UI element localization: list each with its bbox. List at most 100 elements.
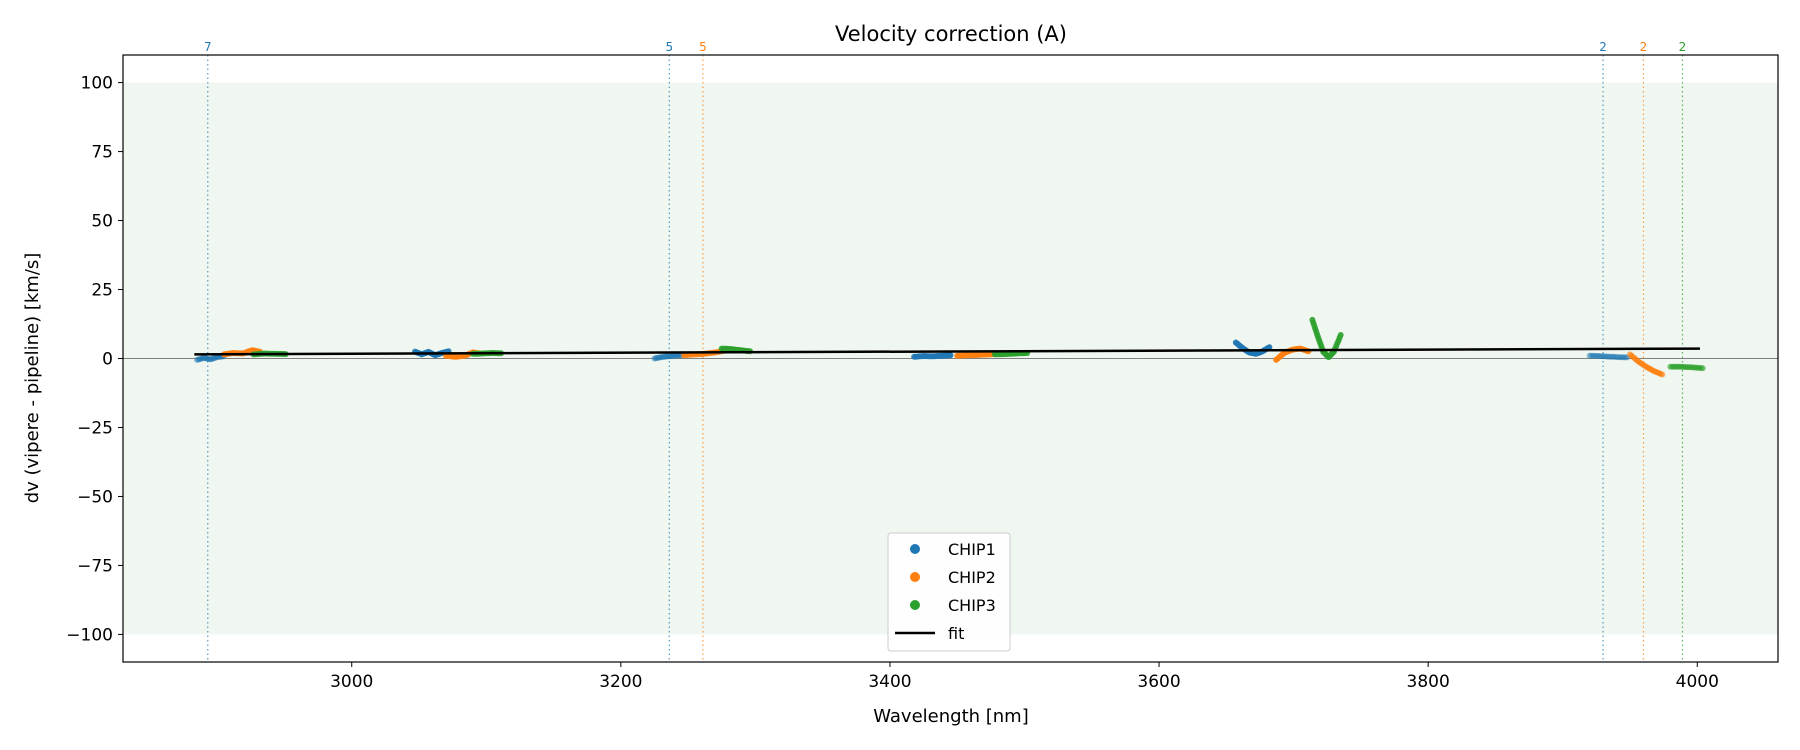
data-point-chip1 <box>1600 353 1607 360</box>
y-axis-title: dv (vipere - pipeline) [km/s] <box>22 253 43 504</box>
data-point-chip1 <box>198 355 205 362</box>
data-point-chip1 <box>207 356 214 363</box>
data-point-chip1 <box>666 353 673 360</box>
y-tick-label: −50 <box>77 487 113 507</box>
data-point-chip1 <box>654 354 661 361</box>
data-point-chip1 <box>1599 353 1606 360</box>
data-point-chip1 <box>211 354 218 361</box>
data-point-chip1 <box>673 352 680 359</box>
data-point-chip1 <box>1594 353 1601 359</box>
data-point-chip1 <box>1602 353 1609 360</box>
chart-title: Velocity correction (A) <box>835 22 1067 46</box>
data-point-chip1 <box>1619 354 1626 361</box>
data-point-chip1 <box>1596 353 1602 359</box>
data-point-chip1 <box>1621 354 1628 361</box>
x-axis-title: Wavelength [nm] <box>873 706 1029 727</box>
y-tick-label: 75 <box>91 143 113 163</box>
x-tick-label: 3200 <box>599 672 642 692</box>
y-tick-label: −25 <box>77 418 113 438</box>
y-tick-label: 100 <box>81 74 113 94</box>
data-point-chip1 <box>947 352 954 359</box>
x-tick-label: 3000 <box>330 672 373 692</box>
order-marker-label: 2 <box>1679 40 1687 54</box>
data-point-chip1 <box>1597 353 1604 360</box>
legend-label-chip3: CHIP3 <box>948 596 996 615</box>
data-point-chip1 <box>668 353 675 359</box>
legend-marker-chip2 <box>910 572 920 582</box>
order-marker-label: 5 <box>665 40 673 54</box>
data-point-chip1 <box>199 355 206 362</box>
data-point-chip1 <box>664 353 671 360</box>
data-point-chip1 <box>214 354 221 361</box>
legend-marker-chip1 <box>910 544 920 554</box>
order-marker-label: 2 <box>1640 40 1648 54</box>
x-tick-label: 3400 <box>868 672 911 692</box>
data-point-chip1 <box>662 353 669 360</box>
data-point-chip1 <box>672 352 679 359</box>
data-point-chip1 <box>669 352 676 359</box>
data-point-chip1 <box>657 354 664 361</box>
data-point-chip1 <box>1588 352 1595 359</box>
legend-label-chip2: CHIP2 <box>948 568 996 587</box>
data-point-chip1 <box>653 355 660 361</box>
data-point-chip1 <box>670 352 677 359</box>
x-tick-label: 4000 <box>1676 672 1719 692</box>
data-point-chip1 <box>1618 354 1624 361</box>
data-point-chip1 <box>676 352 683 359</box>
data-point-chip1 <box>1610 353 1617 360</box>
data-point-chip1 <box>197 355 204 362</box>
data-point-chip1 <box>210 355 217 362</box>
data-point-chip1 <box>1605 353 1612 360</box>
data-point-chip1 <box>206 356 213 363</box>
data-point-chip1 <box>209 355 216 362</box>
data-point-chip1 <box>661 353 668 360</box>
data-point-chip1 <box>194 356 200 363</box>
data-point-chip1 <box>675 352 681 359</box>
data-point-chip1 <box>1589 352 1596 359</box>
data-point-chip1 <box>1611 353 1618 360</box>
data-point-chip3 <box>1337 332 1344 338</box>
data-point-chip1 <box>205 355 212 362</box>
data-point-chip1 <box>1266 344 1273 351</box>
data-point-chip1 <box>671 352 678 359</box>
legend-box <box>887 532 1011 652</box>
x-tick-label: 3600 <box>1137 672 1180 692</box>
y-tick-label: −100 <box>66 625 113 645</box>
data-point-chip1 <box>1608 353 1615 360</box>
y-tick-label: 50 <box>91 212 113 232</box>
data-point-chip1 <box>659 354 666 360</box>
y-tick-label: −75 <box>77 556 113 576</box>
y-tick-label: 0 <box>102 350 113 370</box>
data-point-chip1 <box>656 354 662 361</box>
data-point-chip1 <box>200 354 207 361</box>
y-tick-label: 25 <box>91 281 113 301</box>
order-marker-label: 7 <box>204 40 212 54</box>
data-point-chip1 <box>658 354 665 361</box>
data-point-chip3 <box>1699 365 1706 372</box>
legend: CHIP1 CHIP2 CHIP3 fit <box>887 532 1011 652</box>
data-point-chip1 <box>651 355 658 362</box>
legend-label-fit: fit <box>948 624 964 643</box>
data-point-chip1 <box>667 353 674 360</box>
fit-line <box>194 347 1700 356</box>
data-point-chip1 <box>1607 353 1613 360</box>
data-point-chip1 <box>660 353 667 360</box>
data-point-chip1 <box>1622 354 1629 361</box>
data-point-chip1 <box>1614 354 1621 361</box>
data-point-chip1 <box>1616 354 1623 361</box>
order-marker-label: 5 <box>699 40 707 54</box>
data-point-chip1 <box>201 355 208 362</box>
data-point-chip1 <box>204 355 211 362</box>
data-point-chip1 <box>213 354 220 361</box>
data-point-chip2 <box>1659 371 1666 378</box>
data-point-chip1 <box>1586 352 1593 359</box>
data-point-chip1 <box>196 356 203 363</box>
data-point-chip1 <box>208 356 215 362</box>
legend-marker-chip3 <box>910 600 920 610</box>
legend-label-chip1: CHIP1 <box>948 540 996 559</box>
data-point-chip1 <box>663 353 670 360</box>
data-point-chip1 <box>1613 354 1620 360</box>
data-point-chip1 <box>1603 353 1610 360</box>
data-point-chip1 <box>203 355 209 362</box>
